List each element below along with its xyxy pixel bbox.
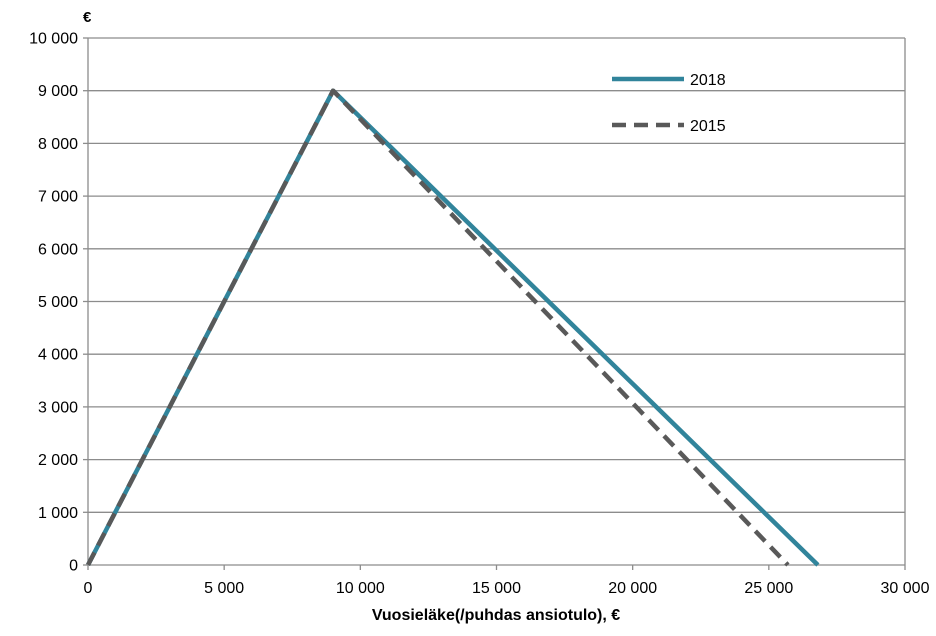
x-tick-label: 10 000 bbox=[336, 580, 385, 597]
legend-label-2018: 2018 bbox=[690, 72, 726, 89]
y-tick-label: 2 000 bbox=[38, 452, 78, 469]
x-tick-label: 5 000 bbox=[204, 580, 244, 597]
y-tick-label: 1 000 bbox=[38, 505, 78, 522]
y-tick-label: 7 000 bbox=[38, 189, 78, 206]
ticks-layer: 0 1 000 2 000 3 000 4 000 5 000 6 000 7 000 8 00… bbox=[29, 31, 930, 598]
legend: 2018 2015 bbox=[612, 72, 726, 135]
y-tick-label: 5 000 bbox=[38, 294, 78, 311]
y-tick-label: 10 000 bbox=[29, 31, 78, 48]
x-axis-title: Vuosieläke(/puhdas ansiotulo), € bbox=[372, 607, 620, 624]
y-tick-label: 8 000 bbox=[38, 136, 78, 153]
y-tick-label: 0 bbox=[69, 558, 78, 575]
series-line-2015 bbox=[86, 88, 790, 567]
series-layer bbox=[86, 88, 820, 567]
y-tick-label: 6 000 bbox=[38, 241, 78, 258]
y-tick-label: 3 000 bbox=[38, 399, 78, 416]
legend-label-2015: 2015 bbox=[690, 118, 726, 135]
x-tick-label: 0 bbox=[84, 580, 93, 597]
y-unit-label: € bbox=[83, 9, 92, 26]
x-tick-label: 30 000 bbox=[881, 580, 930, 597]
x-tick-label: 20 000 bbox=[608, 580, 657, 597]
y-tick-label: 4 000 bbox=[38, 347, 78, 364]
y-tick-label: 9 000 bbox=[38, 83, 78, 100]
x-tick-label: 15 000 bbox=[472, 580, 521, 597]
x-tick-label: 25 000 bbox=[744, 580, 793, 597]
grid-layer bbox=[88, 37, 905, 513]
series-line-2018 bbox=[86, 88, 820, 567]
